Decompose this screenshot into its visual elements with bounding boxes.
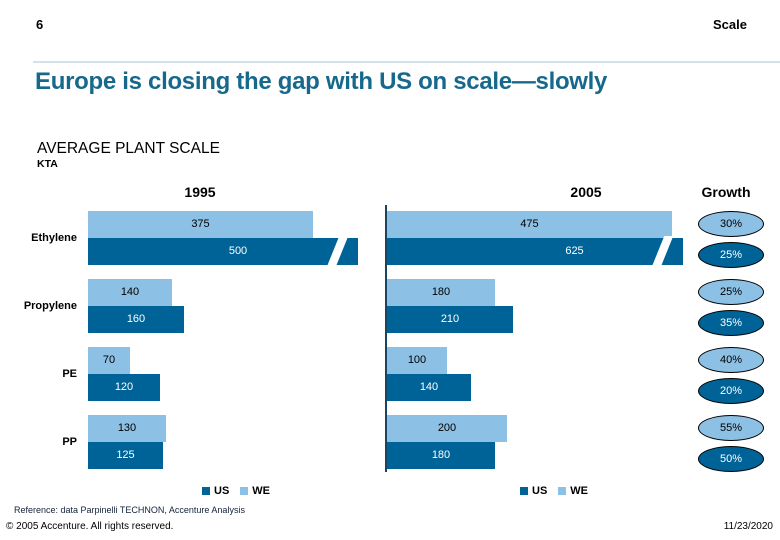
bar-value-label: 500 <box>228 245 248 257</box>
legend-label: US <box>532 485 548 497</box>
bar-value-label: 100 <box>407 354 427 366</box>
bar-value-label: 160 <box>126 313 146 325</box>
page-number: 6 <box>36 17 44 32</box>
bar-value-label: 625 <box>565 245 584 257</box>
footer-copyright: © 2005 Accenture. All rights reserved. <box>6 521 174 532</box>
bar-value-label: 130 <box>117 422 137 434</box>
bar-1995-propylene-us: 160 <box>88 306 184 333</box>
panel-header-2005: 2005 <box>570 184 602 200</box>
bar-1995-ethylene-us: 500 <box>88 236 358 267</box>
growth-oval-ethylene-we: 30% <box>698 211 764 237</box>
growth-oval-pe-we: 40% <box>698 347 764 373</box>
bar-value-label: 70 <box>102 354 116 366</box>
panel-header-1995: 1995 <box>184 184 216 200</box>
legend-label: WE <box>570 485 589 497</box>
legend-swatch-we-icon <box>240 487 249 495</box>
bar-1995-pe-us: 120 <box>88 374 160 401</box>
legend-2005: US WE <box>520 485 588 497</box>
bar-1995-propylene-we: 140 <box>88 279 172 306</box>
chart-title: AVERAGE PLANT SCALE <box>37 140 220 157</box>
bar-2005-pp-we: 200 <box>387 415 507 442</box>
category-label-propylene: Propylene <box>23 300 77 312</box>
category-label-pp: PP <box>62 436 77 448</box>
bar-value-label: 180 <box>431 449 451 461</box>
footer-date: 11/23/2020 <box>723 521 773 532</box>
category-label-pe: PE <box>62 368 77 380</box>
section-label: Scale <box>713 17 747 32</box>
bar-2005-pe-us: 140 <box>387 374 471 401</box>
bar-value-label: 125 <box>116 449 135 461</box>
legend-swatch-we-icon <box>558 487 567 495</box>
bar-value-label: 375 <box>191 218 210 230</box>
bar-2005-ethylene-us: 625 <box>387 236 683 267</box>
bar-1995-ethylene-we: 375 <box>88 211 313 238</box>
chart-unit-label: KTA <box>37 158 58 170</box>
legend-label: US <box>214 485 230 497</box>
bar-value-label: 140 <box>419 381 439 393</box>
bar-value-label: 200 <box>437 422 457 434</box>
slide-title: Europe is closing the gap with US on sca… <box>35 68 608 95</box>
growth-oval-propylene-us: 35% <box>698 310 764 336</box>
legend-swatch-us-icon <box>520 487 528 495</box>
legend-item-us: US <box>202 485 229 497</box>
axis-line-2005 <box>385 205 387 472</box>
category-label-ethylene: Ethylene <box>31 232 77 244</box>
bar-value-label: 180 <box>431 286 451 298</box>
header-rule <box>33 61 780 63</box>
bar-value-label: 210 <box>440 313 460 325</box>
growth-oval-pp-we: 55% <box>698 415 764 441</box>
bar-2005-propylene-we: 180 <box>387 279 495 306</box>
bar-2005-pe-we: 100 <box>387 347 447 374</box>
growth-header: Growth <box>701 184 751 200</box>
bar-2005-ethylene-we: 475 <box>387 211 672 238</box>
legend-label: WE <box>252 485 271 497</box>
growth-oval-ethylene-us: 25% <box>698 242 764 268</box>
bar-value-label: 475 <box>520 218 539 230</box>
legend-item-we: WE <box>240 485 270 497</box>
growth-oval-propylene-we: 25% <box>698 279 764 305</box>
footer-reference: Reference: data Parpinelli TECHNON, Acce… <box>14 505 245 515</box>
growth-oval-pe-us: 20% <box>698 378 764 404</box>
axis-break-mark <box>326 236 349 267</box>
bar-2005-pp-us: 180 <box>387 442 495 469</box>
bar-1995-pp-us: 125 <box>88 442 163 469</box>
growth-oval-pp-us: 50% <box>698 446 764 472</box>
bar-1995-pp-we: 130 <box>88 415 166 442</box>
legend-item-we: WE <box>558 485 588 497</box>
bar-2005-propylene-us: 210 <box>387 306 513 333</box>
axis-break-mark <box>651 236 674 267</box>
legend-item-us: US <box>520 485 547 497</box>
bar-value-label: 140 <box>120 286 140 298</box>
legend-swatch-us-icon <box>202 487 210 495</box>
bar-1995-pe-we: 70 <box>88 347 130 374</box>
bar-value-label: 120 <box>114 381 134 393</box>
legend-1995: US WE <box>202 485 270 497</box>
